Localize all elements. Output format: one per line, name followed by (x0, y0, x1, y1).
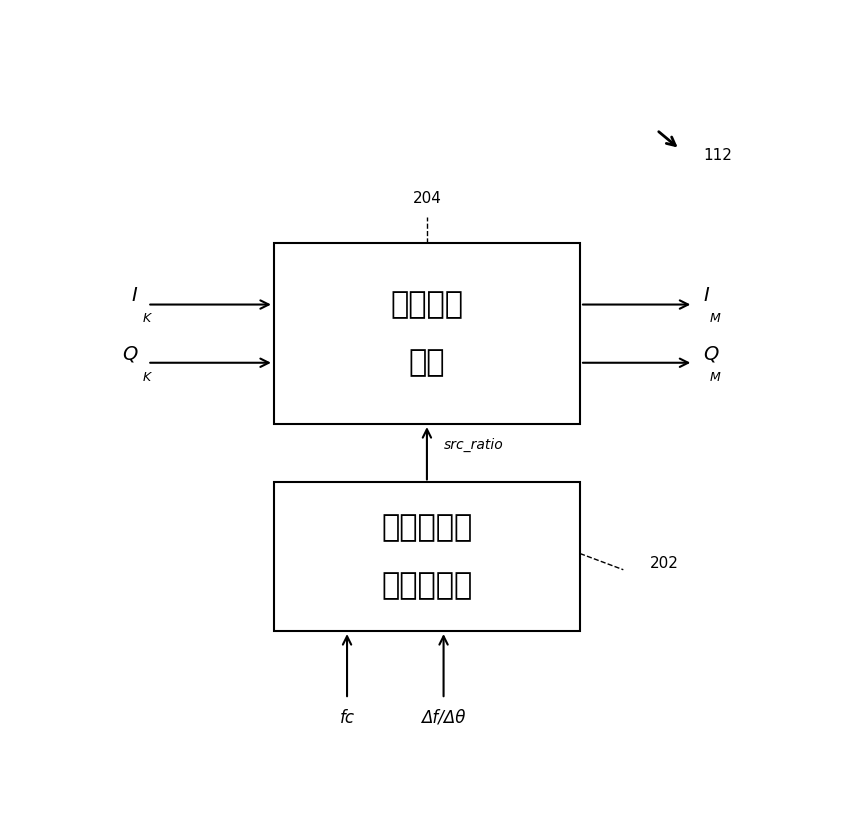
Text: I: I (704, 286, 709, 305)
Text: K: K (143, 370, 151, 384)
Text: M: M (710, 370, 721, 384)
Text: src_ratio: src_ratio (443, 438, 503, 452)
Text: 204: 204 (412, 192, 442, 207)
Text: Q: Q (122, 344, 137, 364)
Text: 电路: 电路 (409, 349, 445, 377)
Text: 112: 112 (704, 149, 732, 163)
Text: fc: fc (339, 709, 355, 727)
Text: K: K (143, 312, 151, 325)
Text: I: I (131, 286, 137, 305)
Text: 取样率转换: 取样率转换 (381, 513, 472, 542)
Text: 内插运算: 内插运算 (391, 290, 463, 319)
Text: Δf/Δθ: Δf/Δθ (422, 709, 466, 727)
Text: M: M (710, 312, 721, 325)
Bar (274, 243, 580, 424)
Bar (274, 482, 580, 631)
Text: 202: 202 (650, 556, 679, 570)
Text: 比率产生器: 比率产生器 (381, 571, 472, 601)
Text: Q: Q (704, 344, 719, 364)
